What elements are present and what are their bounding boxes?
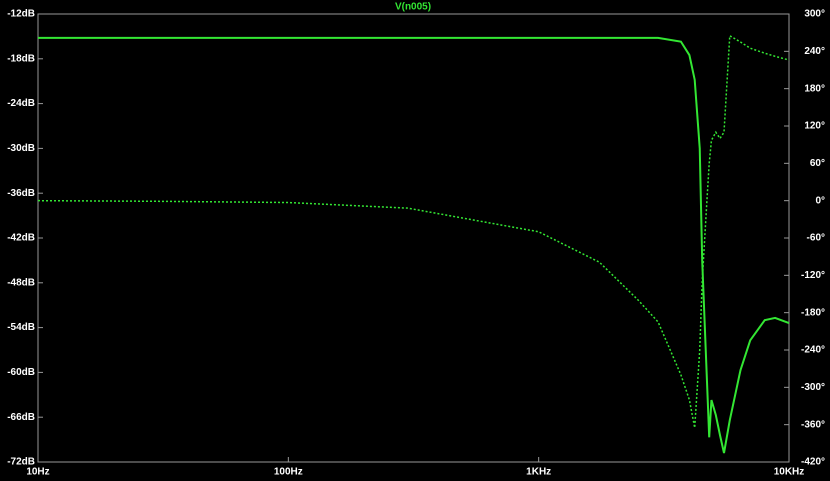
- y-tick-label: -66dB: [7, 412, 35, 423]
- y2-tick-label: -420°: [801, 457, 825, 468]
- y2-tick-label: 60°: [810, 158, 825, 169]
- y-tick-label: -60dB: [7, 367, 35, 378]
- y2-tick-label: 120°: [804, 121, 825, 132]
- y2-tick-label: -360°: [801, 419, 825, 430]
- x-tick-label: 1KHz: [526, 467, 551, 478]
- y-tick-label: -42dB: [7, 233, 35, 244]
- y2-tick-label: -300°: [801, 382, 825, 393]
- y-tick-label: -24dB: [7, 98, 35, 109]
- x-tick-label: 100Hz: [274, 467, 303, 478]
- y2-tick-label: 300°: [804, 9, 825, 20]
- y-tick-label: -36dB: [7, 188, 35, 199]
- y-tick-label: -18dB: [7, 53, 35, 64]
- y2-tick-label: 180°: [804, 83, 825, 94]
- y-tick-label: -48dB: [7, 277, 35, 288]
- y2-tick-label: -240°: [801, 345, 825, 356]
- y-tick-label: -30dB: [7, 143, 35, 154]
- series-line: [37, 34, 790, 428]
- series-line: [38, 36, 790, 454]
- y2-tick-label: 0°: [815, 195, 825, 206]
- x-tick-label: 10KHz: [774, 467, 805, 478]
- y-tick-label: -12dB: [7, 9, 35, 20]
- y2-tick-label: 240°: [804, 46, 825, 57]
- chart-title: V(n005): [395, 2, 431, 13]
- x-tick-label: 10Hz: [26, 467, 49, 478]
- y-tick-label: -54dB: [7, 322, 35, 333]
- y2-tick-label: -180°: [801, 307, 825, 318]
- y2-tick-label: -60°: [807, 233, 825, 244]
- y-tick-label: -72dB: [7, 457, 35, 468]
- y2-tick-label: -120°: [801, 270, 825, 281]
